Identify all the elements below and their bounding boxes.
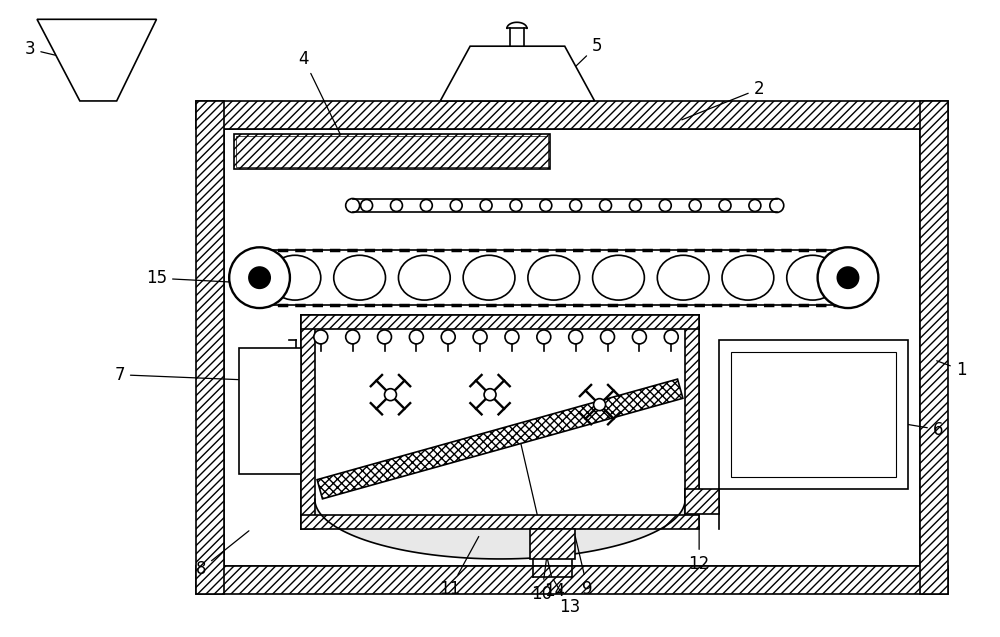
Bar [196,101,948,129]
Bar [301,315,699,329]
Circle shape [569,330,583,344]
Circle shape [837,267,859,289]
Bar [920,101,948,594]
Bar [239,348,301,475]
Polygon shape [315,499,685,559]
Circle shape [484,389,496,401]
Bar [685,489,719,514]
Text: 6: 6 [881,420,943,438]
Bar [301,315,315,529]
Text: 15: 15 [146,269,230,287]
Text: 11: 11 [440,536,479,598]
Bar [260,250,848,305]
Bar [530,529,575,559]
Bar [234,134,550,169]
Circle shape [594,399,606,411]
Circle shape [229,247,290,308]
Text: 14: 14 [521,442,565,600]
Circle shape [385,389,396,401]
Circle shape [632,330,646,344]
Text: 4: 4 [299,50,349,154]
Bar [224,129,920,566]
Circle shape [818,247,878,308]
Bar [731,352,896,477]
Circle shape [314,330,328,344]
Text: 9: 9 [575,537,593,598]
Circle shape [346,330,360,344]
Bar [719,340,908,489]
Bar [236,136,548,167]
Circle shape [249,267,270,289]
Circle shape [473,330,487,344]
Text: 2: 2 [682,80,764,120]
Circle shape [378,330,391,344]
Polygon shape [37,19,157,101]
Polygon shape [317,379,683,499]
Bar [301,515,699,529]
Circle shape [505,330,519,344]
Bar [685,315,699,499]
Circle shape [537,330,551,344]
Circle shape [441,330,455,344]
Text: 13: 13 [553,579,580,616]
Bar [196,101,224,594]
Text: 5: 5 [542,37,602,99]
Text: 1: 1 [937,361,966,379]
Bar [196,566,948,594]
Text: 10: 10 [531,537,552,603]
Circle shape [409,330,423,344]
Text: 12: 12 [689,512,710,573]
Text: 3: 3 [25,40,69,59]
Text: 8: 8 [196,531,249,578]
Circle shape [601,330,614,344]
Circle shape [664,330,678,344]
Polygon shape [440,47,595,101]
Text: 7: 7 [114,366,238,383]
